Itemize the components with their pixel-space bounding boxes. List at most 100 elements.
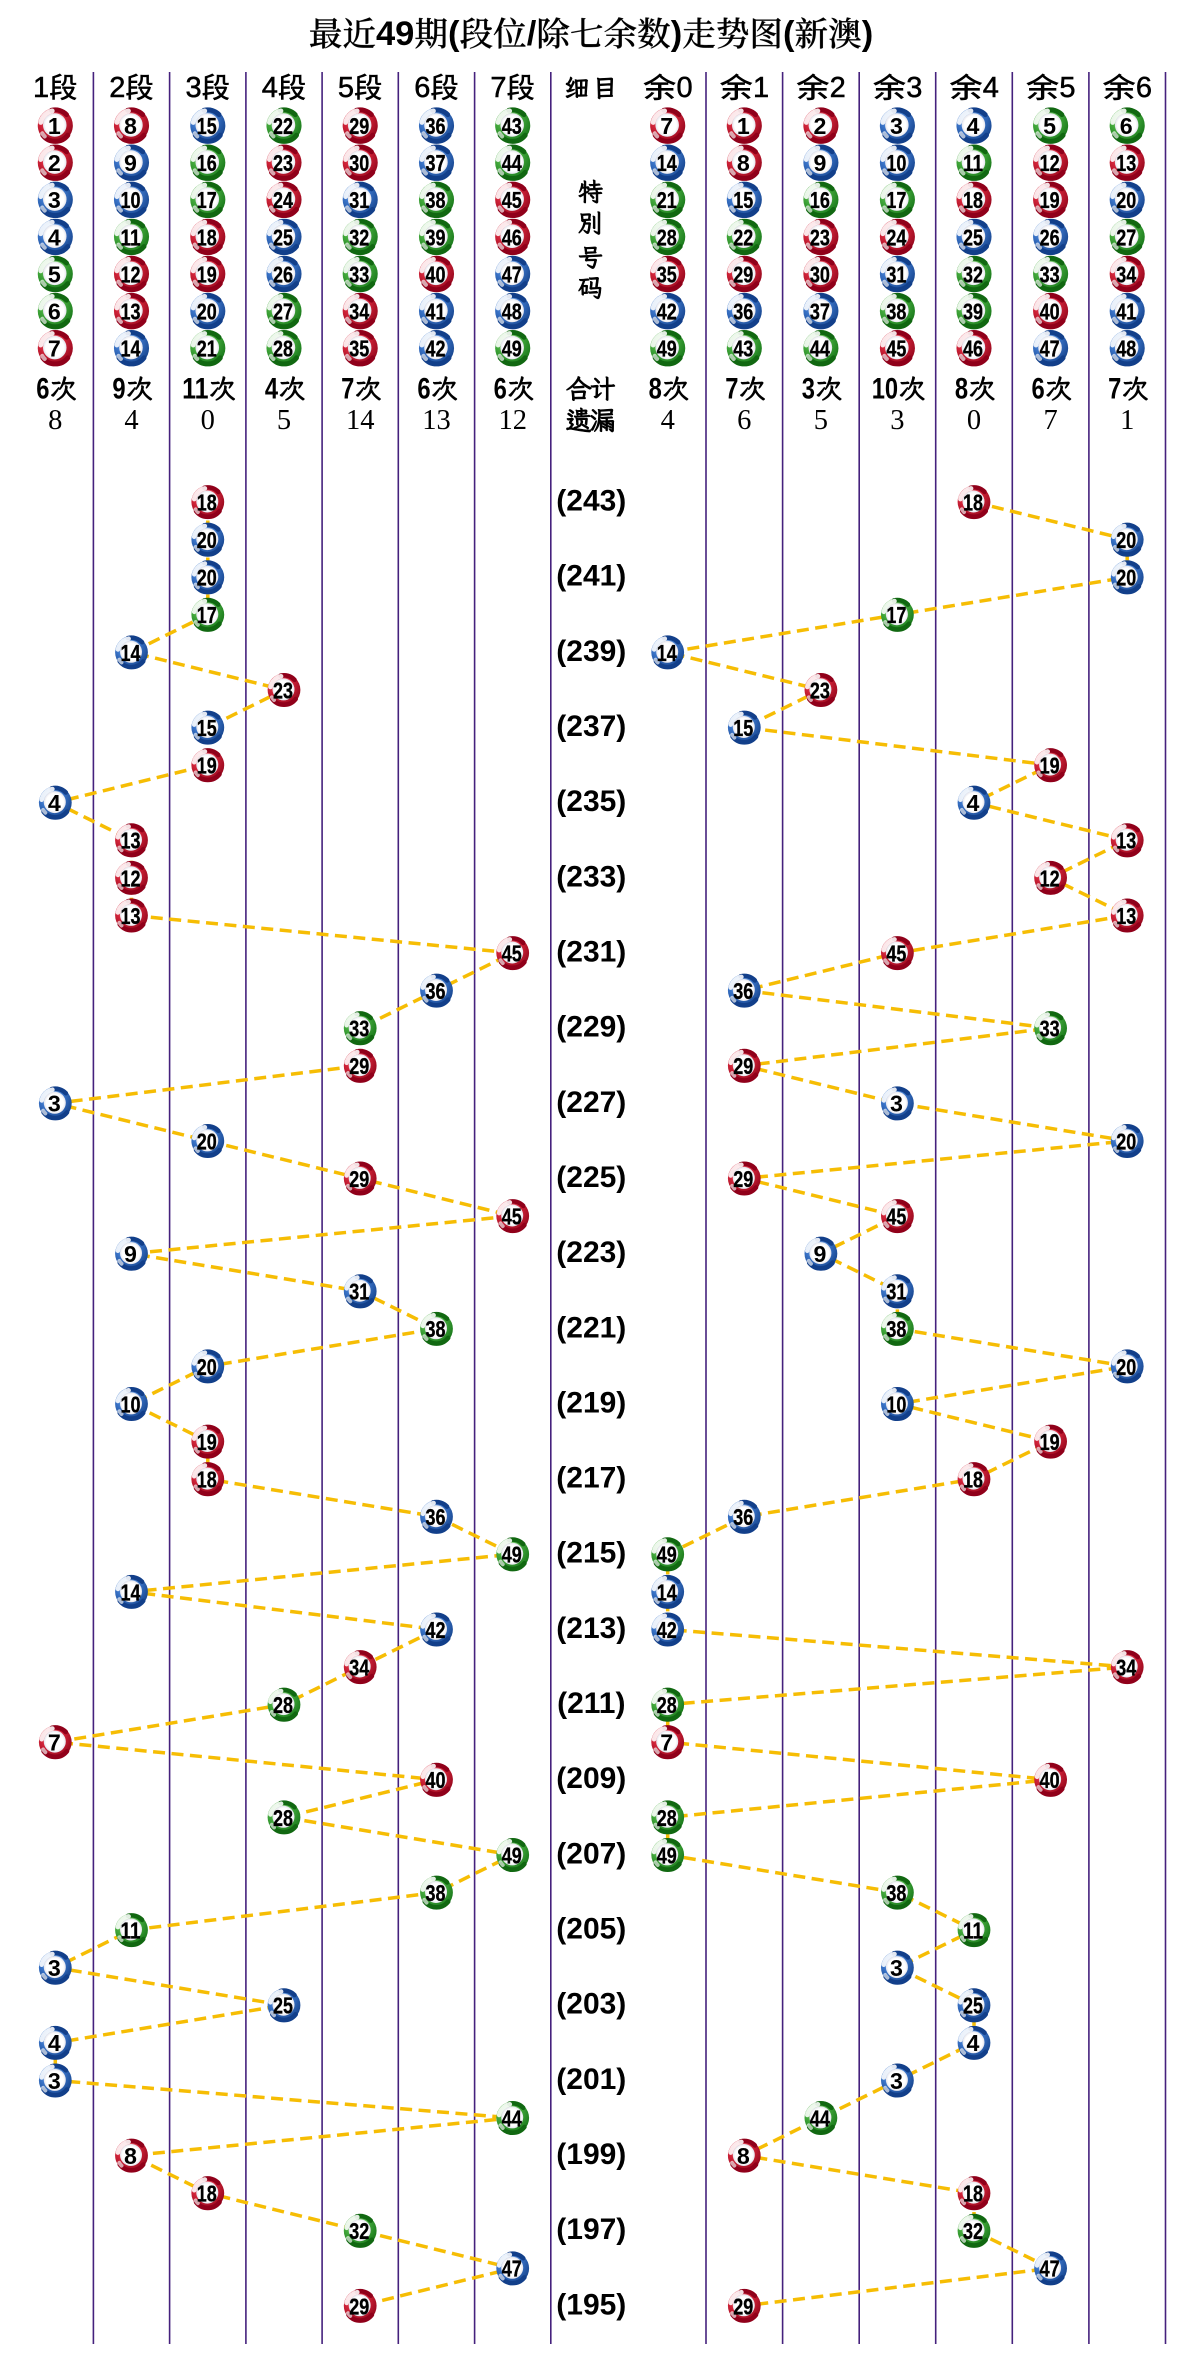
svg-text:21: 21 [197,336,217,362]
svg-text:33: 33 [1040,1016,1060,1042]
svg-text:36: 36 [733,978,753,1004]
svg-text:0: 0 [677,72,693,104]
svg-text:4: 4 [265,373,278,406]
svg-text:12: 12 [1040,150,1060,176]
svg-text:37: 37 [810,299,830,325]
svg-text:14: 14 [346,405,375,436]
svg-text:6: 6 [417,373,430,406]
svg-text:0: 0 [967,405,981,436]
svg-text:9: 9 [124,1241,137,1267]
svg-text:27: 27 [273,299,293,325]
svg-text:17: 17 [197,602,217,628]
svg-text:44: 44 [502,2105,522,2131]
svg-text:6: 6 [737,405,751,436]
svg-text:16: 16 [810,187,830,213]
svg-text:6: 6 [48,299,61,325]
svg-text:4: 4 [48,224,61,250]
svg-text:42: 42 [657,1617,677,1643]
svg-text:(227): (227) [556,1086,626,1119]
svg-text:45: 45 [886,940,906,966]
svg-text:26: 26 [273,261,293,287]
svg-text:20: 20 [1116,1128,1136,1154]
svg-text:18: 18 [197,1467,217,1493]
svg-text:28: 28 [657,1805,677,1831]
svg-text:46: 46 [963,336,983,362]
svg-text:(197): (197) [556,2213,626,2246]
svg-text:22: 22 [733,224,753,250]
svg-text:8: 8 [955,373,968,406]
svg-text:31: 31 [349,187,369,213]
svg-text:2: 2 [830,72,846,104]
svg-text:37: 37 [426,150,446,176]
svg-text:31: 31 [349,1279,369,1305]
svg-text:5: 5 [814,405,828,436]
svg-text:5: 5 [338,72,354,104]
svg-text:28: 28 [273,1692,293,1718]
svg-text:6: 6 [414,72,430,104]
svg-text:38: 38 [886,1316,906,1342]
svg-text:6: 6 [1032,373,1045,406]
svg-text:20: 20 [197,299,217,325]
svg-text:(229): (229) [556,1011,626,1044]
svg-text:4: 4 [967,790,980,816]
svg-text:43: 43 [502,113,522,139]
svg-text:(205): (205) [556,1913,626,1946]
svg-text:29: 29 [349,2293,369,2319]
svg-text:1: 1 [48,113,61,139]
svg-text:1: 1 [1120,405,1134,436]
svg-text:28: 28 [657,1692,677,1718]
svg-text:18: 18 [963,1467,983,1493]
svg-text:45: 45 [886,336,906,362]
svg-text:(233): (233) [556,860,626,893]
svg-text:47: 47 [1040,336,1060,362]
svg-text:20: 20 [197,1354,217,1380]
svg-text:): ) [671,15,683,53]
svg-text:48: 48 [502,299,522,325]
svg-text:7: 7 [341,373,354,406]
svg-text:17: 17 [886,187,906,213]
svg-text:5: 5 [1059,72,1075,104]
svg-text:9: 9 [813,150,826,176]
svg-text:42: 42 [426,336,446,362]
svg-text:38: 38 [426,1880,446,1906]
svg-text:4: 4 [262,72,278,104]
svg-text:44: 44 [502,150,522,176]
svg-text:29: 29 [733,2293,753,2319]
svg-text:16: 16 [197,150,217,176]
svg-text:19: 19 [197,1429,217,1455]
svg-text:27: 27 [1116,224,1136,250]
svg-text:10: 10 [886,1391,906,1417]
svg-text:17: 17 [886,602,906,628]
svg-text:(211): (211) [557,1687,625,1720]
svg-text:(213): (213) [556,1612,626,1645]
svg-text:13: 13 [1116,828,1136,854]
svg-text:44: 44 [810,336,830,362]
svg-text:20: 20 [1116,187,1136,213]
svg-text:28: 28 [657,224,677,250]
svg-text:11: 11 [121,1918,141,1944]
svg-text:24: 24 [273,187,293,213]
svg-text:(219): (219) [556,1386,626,1419]
svg-text:0: 0 [201,405,215,436]
svg-text:39: 39 [963,299,983,325]
svg-text:35: 35 [657,261,677,287]
svg-text:(235): (235) [556,785,626,818]
svg-text:41: 41 [1116,299,1136,325]
svg-text:2: 2 [109,72,125,104]
svg-text:17: 17 [197,187,217,213]
svg-text:3: 3 [48,1091,61,1117]
svg-text:4: 4 [48,2030,61,2056]
svg-text:4: 4 [983,72,999,104]
svg-text:15: 15 [733,187,753,213]
svg-text:49: 49 [657,336,677,362]
svg-text:1: 1 [737,113,750,139]
svg-text:20: 20 [1116,1354,1136,1380]
svg-text:40: 40 [1040,299,1060,325]
svg-text:4: 4 [124,405,138,436]
svg-text:(203): (203) [556,1988,626,2021]
svg-text:(241): (241) [556,560,626,593]
svg-text:13: 13 [1116,150,1136,176]
svg-text:3: 3 [48,187,61,213]
svg-text:32: 32 [349,224,369,250]
svg-text:11: 11 [963,1918,983,1944]
